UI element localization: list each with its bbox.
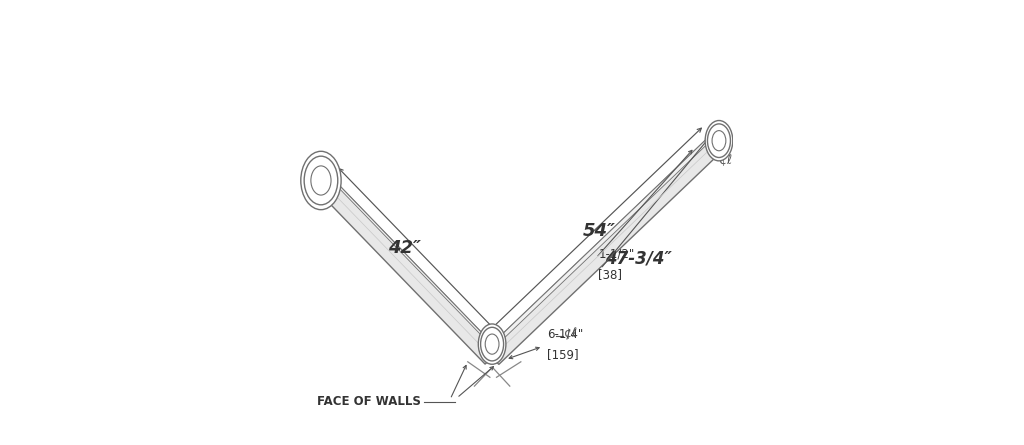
Ellipse shape: [301, 151, 341, 210]
Ellipse shape: [480, 328, 504, 361]
Text: 1-1/2": 1-1/2": [598, 247, 635, 260]
Polygon shape: [485, 134, 726, 364]
Text: [38]: [38]: [598, 268, 623, 281]
Text: ¢ℓ: ¢ℓ: [719, 154, 732, 167]
Polygon shape: [328, 174, 501, 355]
Ellipse shape: [708, 124, 730, 158]
Text: FACE OF WALLS: FACE OF WALLS: [317, 395, 421, 408]
Text: 6-1/4": 6-1/4": [548, 328, 584, 340]
Ellipse shape: [485, 334, 499, 354]
Text: [159]: [159]: [548, 348, 579, 360]
Text: 54″: 54″: [584, 222, 616, 240]
Text: 47-3/4″: 47-3/4″: [605, 250, 672, 268]
Text: ¢ℓ: ¢ℓ: [564, 328, 578, 340]
Ellipse shape: [311, 166, 331, 195]
Text: 42″: 42″: [388, 239, 421, 256]
Ellipse shape: [478, 324, 506, 364]
Ellipse shape: [304, 156, 338, 205]
Ellipse shape: [706, 121, 733, 161]
Text: ¢ℓ: ¢ℓ: [302, 185, 315, 198]
Polygon shape: [314, 174, 499, 364]
Ellipse shape: [712, 130, 726, 151]
Polygon shape: [485, 134, 714, 355]
